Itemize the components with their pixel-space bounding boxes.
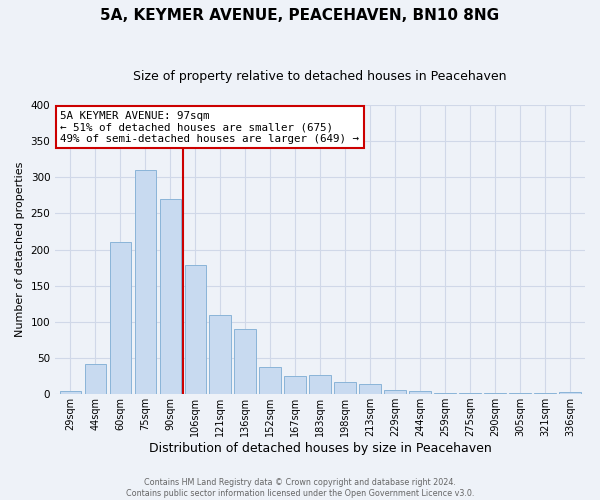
- Bar: [460, 392, 481, 394]
- Text: 5A, KEYMER AVENUE, PEACEHAVEN, BN10 8NG: 5A, KEYMER AVENUE, PEACEHAVEN, BN10 8NG: [100, 8, 500, 22]
- Title: Size of property relative to detached houses in Peacehaven: Size of property relative to detached ho…: [133, 70, 507, 83]
- Bar: [134, 170, 156, 394]
- Bar: [235, 329, 256, 394]
- Bar: [359, 384, 380, 394]
- Text: Contains HM Land Registry data © Crown copyright and database right 2024.
Contai: Contains HM Land Registry data © Crown c…: [126, 478, 474, 498]
- Bar: [334, 382, 356, 394]
- Bar: [185, 266, 206, 394]
- Bar: [110, 242, 131, 394]
- Bar: [559, 392, 581, 394]
- Bar: [284, 376, 306, 394]
- Text: 5A KEYMER AVENUE: 97sqm
← 51% of detached houses are smaller (675)
49% of semi-d: 5A KEYMER AVENUE: 97sqm ← 51% of detache…: [61, 111, 359, 144]
- X-axis label: Distribution of detached houses by size in Peacehaven: Distribution of detached houses by size …: [149, 442, 491, 455]
- Bar: [209, 314, 231, 394]
- Bar: [385, 390, 406, 394]
- Bar: [160, 199, 181, 394]
- Bar: [434, 392, 455, 394]
- Bar: [85, 364, 106, 394]
- Y-axis label: Number of detached properties: Number of detached properties: [15, 162, 25, 338]
- Bar: [59, 390, 81, 394]
- Bar: [409, 390, 431, 394]
- Bar: [259, 366, 281, 394]
- Bar: [310, 376, 331, 394]
